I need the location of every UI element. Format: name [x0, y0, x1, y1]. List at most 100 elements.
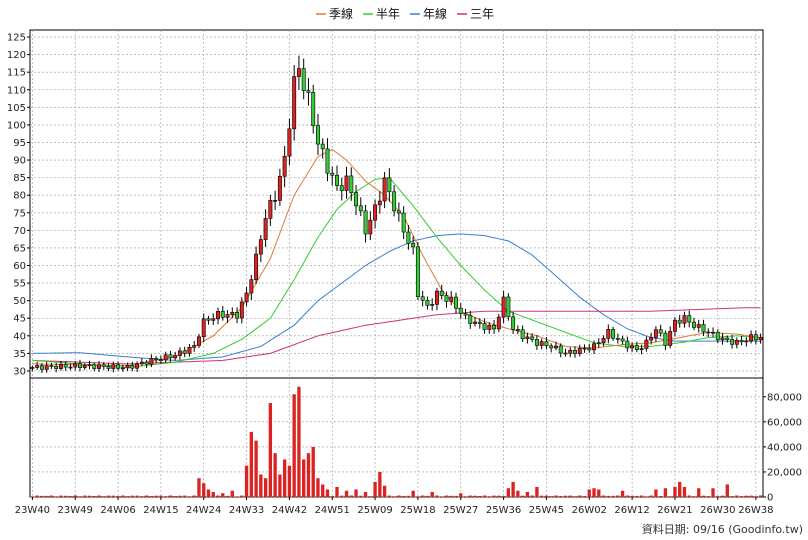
- candle-body: [696, 324, 701, 328]
- candle-body: [596, 342, 601, 345]
- volume-bar: [697, 488, 701, 497]
- candle-body: [511, 316, 516, 330]
- volume-bar: [130, 495, 135, 497]
- volume-bar: [382, 485, 387, 497]
- candle-body: [434, 290, 439, 305]
- candle-body: [116, 364, 121, 369]
- candle-body: [473, 321, 478, 324]
- time-tick-label: 26W12: [614, 505, 649, 516]
- volume-tick-label: 0: [767, 493, 773, 504]
- volume-bar: [240, 495, 244, 497]
- time-tick-label: 26W38: [738, 505, 773, 516]
- candle-body: [173, 355, 178, 359]
- candle-body: [715, 331, 720, 341]
- volume-bar: [68, 495, 73, 497]
- volume-bar: [630, 495, 634, 497]
- candle-body: [487, 324, 492, 330]
- ma-yearly-line: [32, 233, 761, 361]
- time-tick-label: 25W36: [486, 505, 521, 516]
- candle-body: [639, 348, 644, 350]
- volume-bar: [378, 471, 382, 497]
- time-tick-label: 25W18: [400, 505, 435, 516]
- candle-body: [539, 341, 544, 346]
- time-tick-label: 26W21: [657, 505, 692, 516]
- candle-body: [568, 349, 573, 354]
- candle-body: [382, 177, 387, 202]
- volume-bar: [83, 495, 87, 497]
- volume-bar: [330, 496, 334, 497]
- volume-bar: [344, 490, 349, 497]
- volume-bar: [125, 496, 130, 497]
- price-tick-label: 90: [13, 156, 26, 167]
- candle-body: [163, 354, 168, 361]
- volume-bar: [321, 484, 325, 497]
- volume-bar: [601, 495, 606, 497]
- price-tick-label: 100: [7, 120, 26, 131]
- volume-bar: [73, 495, 77, 497]
- volume-bar: [263, 478, 268, 497]
- candle-body: [711, 331, 715, 334]
- price-tick-label: 95: [13, 138, 26, 149]
- price-tick-label: 120: [7, 50, 26, 61]
- time-tick-label: 24W15: [143, 505, 178, 516]
- volume-bar: [540, 495, 544, 497]
- candle-body: [677, 319, 682, 324]
- candle-body: [373, 204, 378, 221]
- candle-body: [396, 210, 401, 214]
- candle-body: [344, 175, 349, 191]
- volume-tick-label: 80,000: [767, 392, 802, 403]
- price-tick-label: 115: [7, 68, 26, 79]
- candle-body: [454, 296, 458, 309]
- candle-body: [392, 191, 397, 212]
- volume-bar: [554, 495, 558, 497]
- volume-bar: [254, 440, 258, 497]
- price-tick-label: 80: [13, 191, 26, 202]
- candle-body: [216, 311, 220, 320]
- time-tick-label: 24W24: [186, 505, 221, 516]
- volume-bar: [668, 496, 672, 497]
- volume-bar: [644, 496, 649, 497]
- volume-bar: [316, 478, 320, 497]
- candlesticks: [30, 55, 763, 373]
- volume-bar: [35, 495, 39, 497]
- volume-bar: [635, 495, 639, 497]
- volume-bar: [30, 496, 35, 497]
- volume-bar: [159, 495, 163, 497]
- volume-bar: [368, 496, 372, 497]
- candle-body: [39, 365, 44, 370]
- volume-bar: [163, 496, 168, 497]
- candle-body: [101, 364, 106, 367]
- candle-body: [311, 92, 316, 126]
- volume-bar: [54, 496, 58, 497]
- candle-body: [139, 361, 144, 365]
- volume-bar: [406, 495, 411, 497]
- candle-body: [325, 148, 330, 174]
- volume-bar: [587, 489, 591, 497]
- candle-body: [672, 319, 677, 332]
- candle-body: [354, 192, 359, 207]
- candle-body: [506, 296, 511, 318]
- candle-body: [206, 318, 211, 321]
- candle-body: [587, 347, 592, 351]
- volume-bar: [468, 495, 472, 497]
- volume-bar: [363, 491, 368, 497]
- price-tick-label: 60: [13, 261, 26, 272]
- volume-bar: [106, 495, 111, 497]
- candle-body: [525, 336, 530, 339]
- candle-body: [458, 307, 463, 314]
- time-axis: 23W40 23W49 24W06 24W15 24W24 24W33 24W42 24W51…: [15, 497, 774, 516]
- candle-body: [363, 210, 368, 235]
- volume-bar: [487, 496, 491, 497]
- volume-bar: [325, 489, 330, 497]
- candle-body: [49, 365, 54, 367]
- price-tick-label: 50: [13, 296, 26, 307]
- candle-body: [653, 329, 658, 338]
- time-tick-label: 24W51: [315, 505, 350, 516]
- candle-body: [730, 339, 735, 345]
- volume-axis: 0 20,000 40,000 60,000 80,000: [763, 392, 802, 504]
- candle-body: [615, 338, 620, 340]
- candle-body: [758, 337, 763, 341]
- candle-body: [230, 312, 235, 315]
- candle-body: [692, 321, 696, 328]
- volume-bar: [59, 495, 63, 497]
